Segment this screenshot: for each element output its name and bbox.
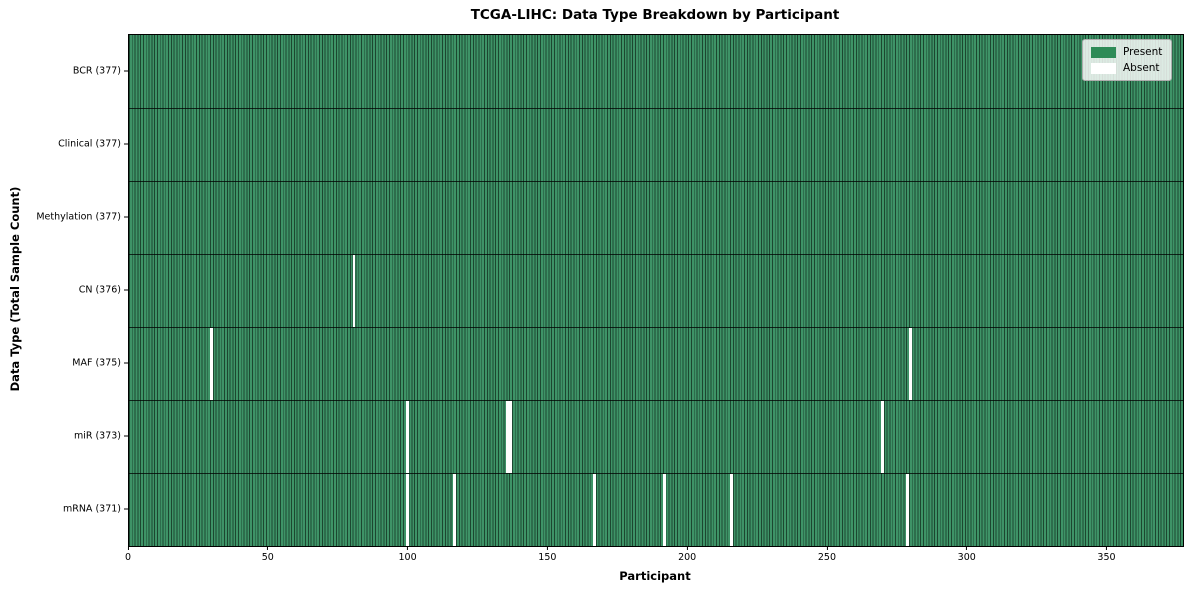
y-tick-label-miR: miR (373) <box>73 430 121 441</box>
y-tick-label-mRNA: mRNA (371) <box>62 503 121 514</box>
absent-cell-miR-135 <box>506 401 510 473</box>
absent-cell-CN-80 <box>352 255 356 327</box>
absent-cell-mRNA-191 <box>662 474 666 546</box>
heatmap-row-miR <box>129 400 1183 473</box>
legend-swatch-absent-icon <box>1091 62 1116 74</box>
x-tick-100: 100 <box>398 546 417 563</box>
x-tick-0: 0 <box>125 546 131 563</box>
legend-item-present: Present <box>1091 46 1163 58</box>
y-tick-mark <box>124 362 128 363</box>
y-axis: BCR (377) Clinical (377) Methylation (377)… <box>0 34 128 545</box>
x-tick-50: 50 <box>262 546 274 563</box>
x-tick-label-100: 100 <box>398 552 417 563</box>
y-tick-label-CN: CN (376) <box>78 284 121 295</box>
x-tick-200: 200 <box>678 546 696 563</box>
y-tick-label-BCR: BCR (377) <box>72 65 121 76</box>
heatmap-row-Methylation <box>129 181 1183 254</box>
legend-swatch-present-icon <box>1091 46 1116 58</box>
y-tick-BCR: BCR (377) <box>73 65 128 76</box>
x-axis-label: Participant <box>619 569 691 583</box>
y-tick-Methylation: Methylation (377) <box>36 211 128 222</box>
heatmap-row-BCR <box>129 35 1183 108</box>
y-tick-MAF: MAF (375) <box>72 357 128 368</box>
absent-cell-miR-99 <box>405 401 409 473</box>
x-axis: 0 50 100 150 200 250 300 350 <box>125 546 1182 568</box>
absent-cell-mRNA-166 <box>593 474 596 546</box>
x-tick-mark <box>1105 546 1107 550</box>
x-tick-150: 150 <box>538 546 556 563</box>
y-tick-label-Clinical: Clinical (377) <box>58 138 121 149</box>
x-tick-mark <box>546 546 548 550</box>
y-tick-mark <box>124 435 128 436</box>
legend-item-absent: Absent <box>1091 62 1163 74</box>
heatmap-row-CN <box>129 254 1183 327</box>
x-tick-250: 250 <box>818 546 836 563</box>
absent-cell-miR-136 <box>509 401 512 473</box>
heatmap-row-Clinical <box>129 108 1183 181</box>
absent-cell-MAF-279 <box>909 328 912 400</box>
heatmap-plot-area <box>128 34 1184 547</box>
heatmap-row-mRNA <box>129 473 1183 546</box>
x-tick-mark <box>267 546 269 550</box>
absent-cell-MAF-29 <box>210 328 213 400</box>
x-tick-mark <box>127 546 129 550</box>
y-tick-Clinical: Clinical (377) <box>58 138 128 149</box>
y-tick-label-MAF: MAF (375) <box>72 357 121 368</box>
x-tick-mark <box>686 546 688 550</box>
y-tick-mark <box>124 508 128 509</box>
x-tick-label-0: 0 <box>124 552 132 563</box>
x-tick-350: 350 <box>1097 546 1116 563</box>
y-tick-miR: miR (373) <box>74 430 128 441</box>
x-tick-mark <box>966 546 968 550</box>
x-tick-300: 300 <box>958 546 976 563</box>
absent-cell-mRNA-278 <box>906 474 909 546</box>
legend: Present Absent <box>1082 39 1172 81</box>
legend-label-absent: Absent <box>1123 62 1160 74</box>
chart-title: TCGA-LIHC: Data Type Breakdown by Partic… <box>470 7 840 23</box>
y-tick-mark <box>124 143 128 144</box>
x-tick-label-50: 50 <box>261 552 274 563</box>
y-tick-mark <box>124 70 128 71</box>
legend-label-present: Present <box>1123 46 1163 58</box>
x-tick-mark <box>826 546 828 550</box>
y-tick-mark <box>124 216 128 217</box>
absent-cell-miR-269 <box>881 401 884 473</box>
absent-cell-mRNA-116 <box>453 474 457 546</box>
x-tick-label-150: 150 <box>538 552 557 563</box>
y-tick-label-Methylation: Methylation (377) <box>36 211 121 222</box>
x-tick-label-350: 350 <box>1097 552 1116 563</box>
y-tick-mRNA: mRNA (371) <box>63 503 128 514</box>
heatmap-row-MAF <box>129 327 1183 400</box>
x-tick-label-250: 250 <box>817 552 837 563</box>
absent-cell-mRNA-99 <box>405 474 409 546</box>
x-tick-mark <box>407 546 409 550</box>
y-tick-mark <box>124 289 128 290</box>
x-tick-label-300: 300 <box>957 552 976 563</box>
absent-cell-mRNA-215 <box>730 474 733 546</box>
x-tick-label-200: 200 <box>678 552 697 563</box>
y-tick-CN: CN (376) <box>79 284 128 295</box>
